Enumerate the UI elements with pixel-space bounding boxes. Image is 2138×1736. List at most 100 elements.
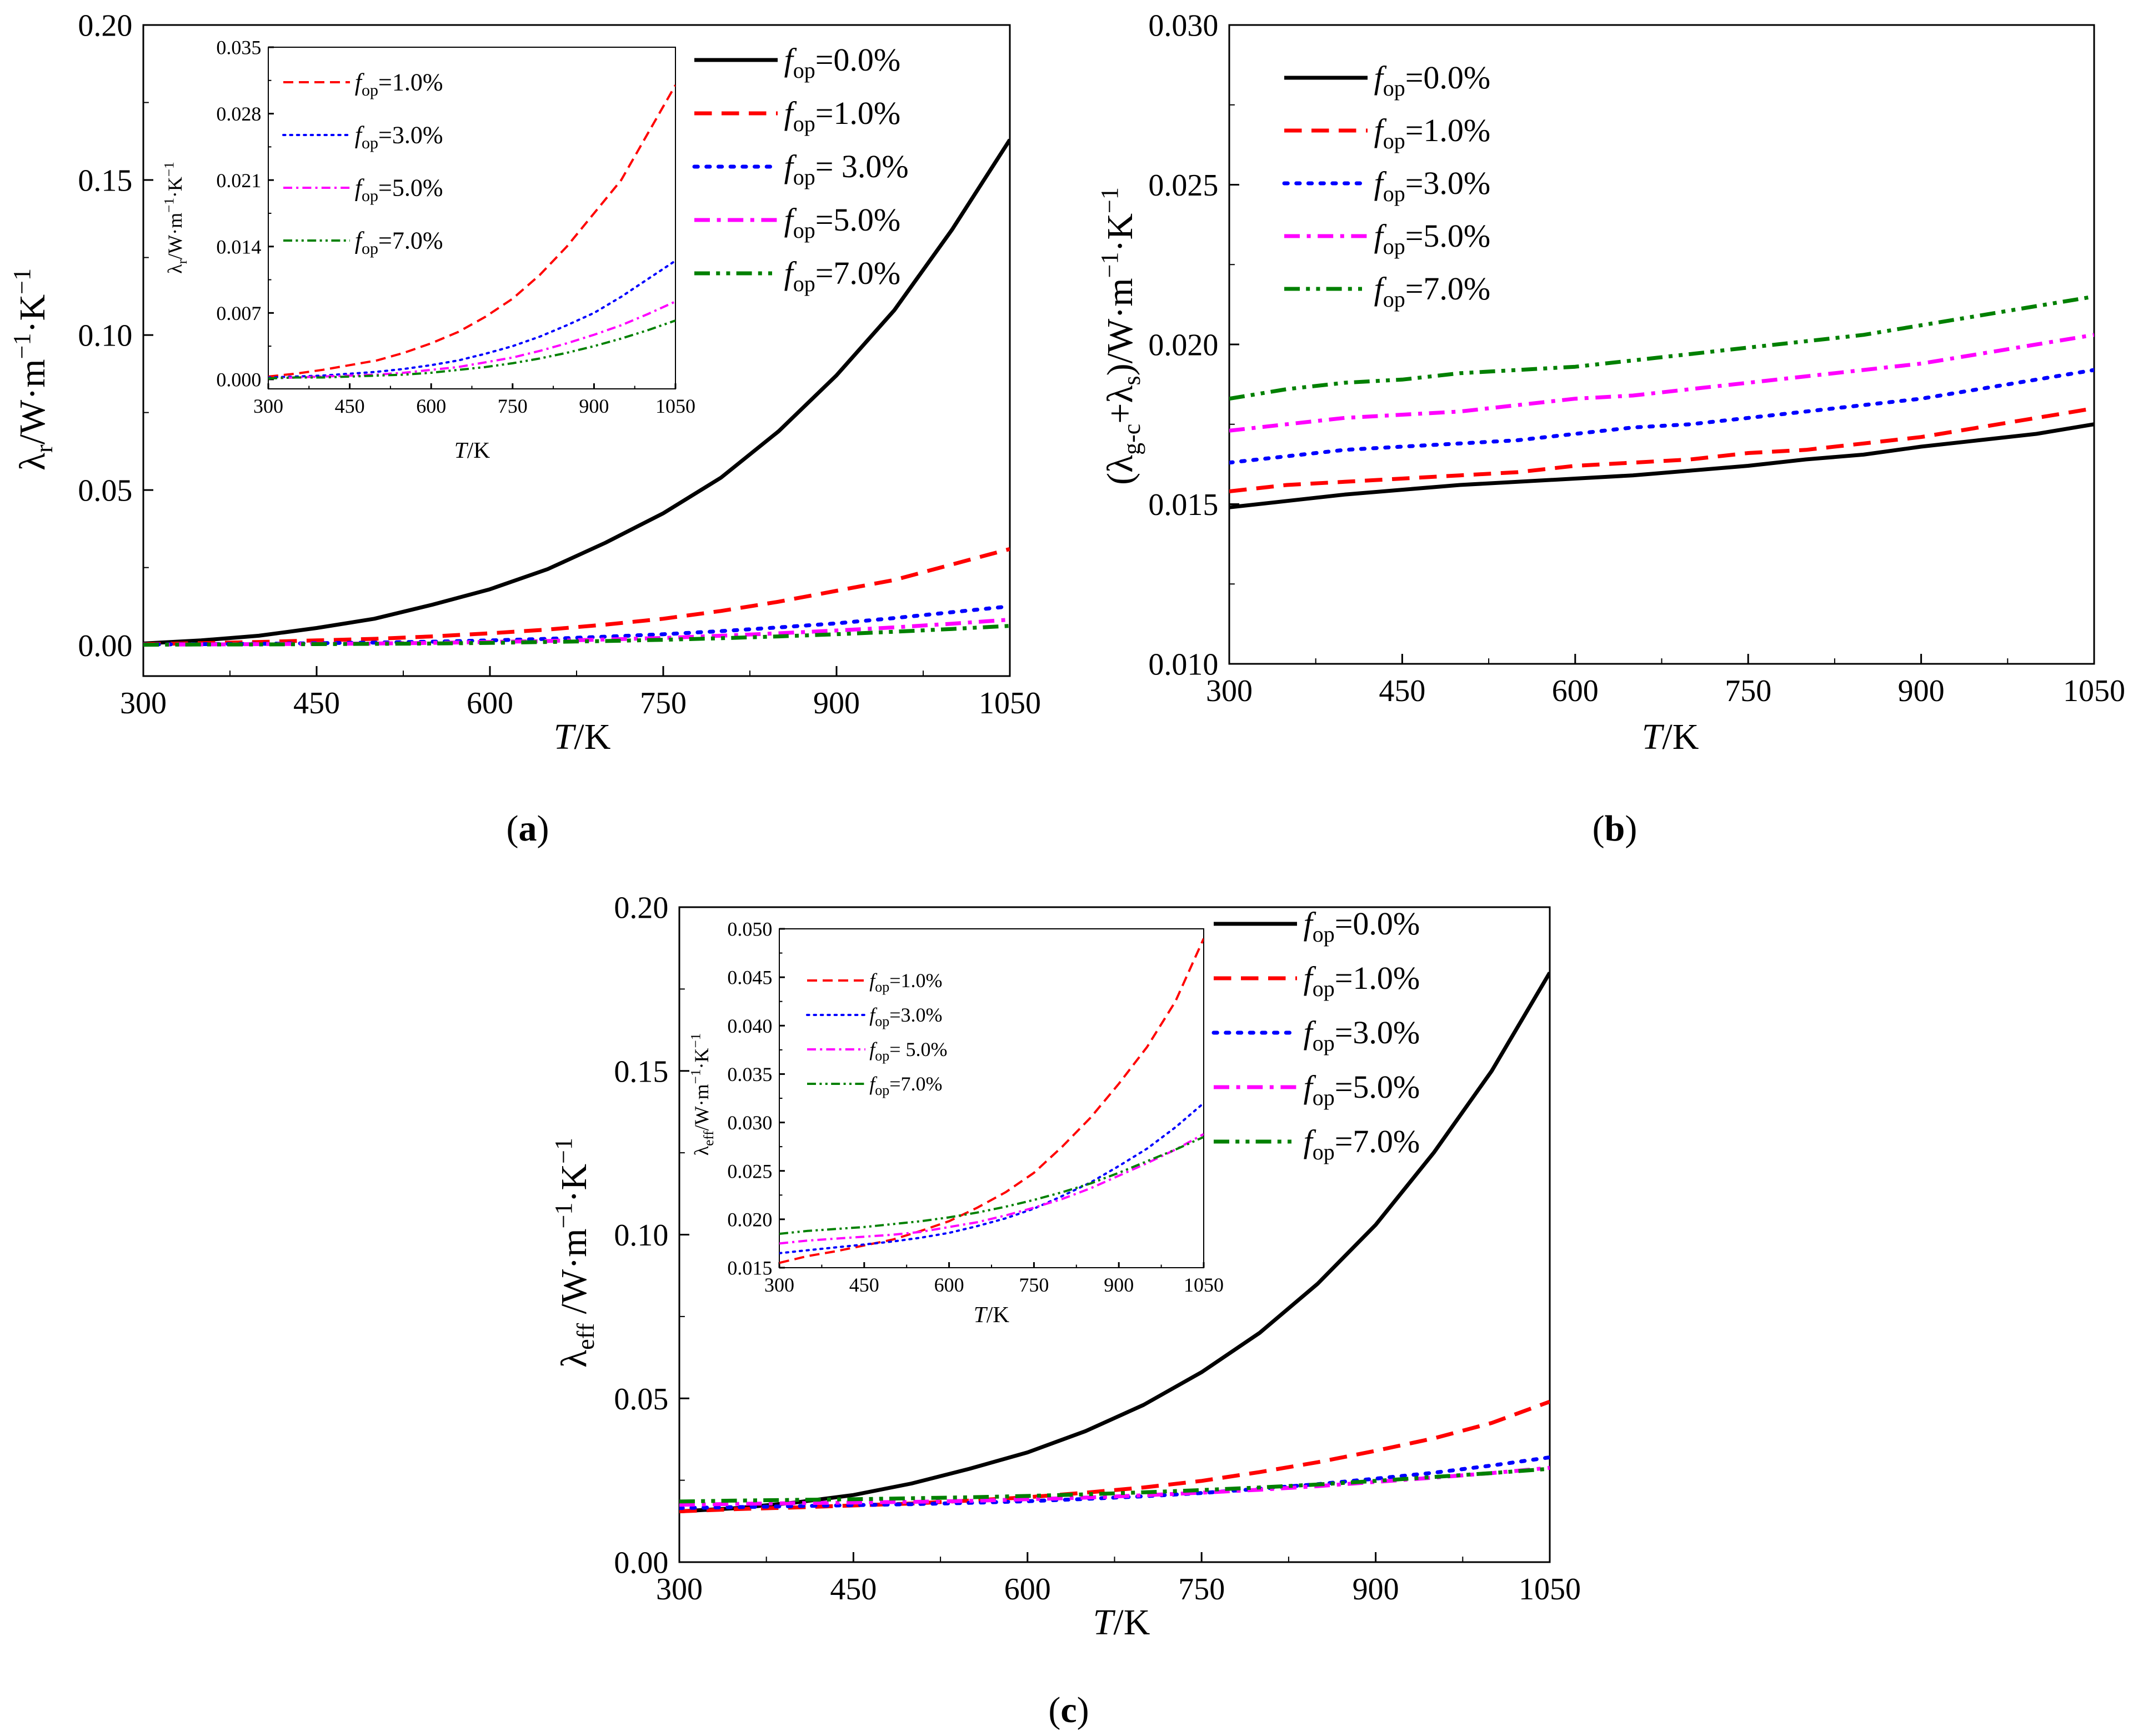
panel-c-xtick-label: 1050	[1519, 1572, 1581, 1607]
panel-c-legend-label-f0: fop=0.0%	[1304, 905, 1420, 947]
panel-c-chart: 300 450 600 750 900 1050 0.00 0.05 0.10 0.15 0.20 f…	[550, 891, 1581, 1730]
panel-a-xtick-label: 450	[293, 686, 340, 721]
panel-c-main-plot: 300 450 600 750 900 1050 0.00 0.05 0.10 0.15 0.20 f…	[614, 891, 1581, 1607]
panel-a-inset-plot: 300 450 600 750 900 1050 0.000 0.007 0.014 0.021 0…	[162, 37, 695, 463]
panel-a-inset-xtick-label: 900	[579, 395, 609, 417]
panel-b-legend-label-f0: fop=0.0%	[1374, 59, 1491, 101]
panel-c-inset-series-line-f7	[779, 1135, 1204, 1235]
panel-c-inset-series-group	[779, 938, 1204, 1264]
panel-a-legend-label-f7: fop=7.0%	[784, 255, 901, 296]
panel-b-xtick-label: 750	[1725, 674, 1771, 708]
panel-a-inset-ytick-label: 0.035	[216, 37, 261, 59]
panel-a-ytick-label: 0.00	[78, 629, 132, 663]
panel-c-legend-label-f7: fop=7.0%	[1304, 1123, 1420, 1164]
panel-c-ytick-label: 0.20	[614, 891, 668, 925]
panel-a-legend-label-f5: fop=5.0%	[784, 202, 901, 243]
panel-c-inset-xtick-label: 450	[849, 1274, 879, 1296]
panel-b-series-line-f0	[1229, 422, 2094, 509]
panel-b-xtick-label: 600	[1552, 674, 1599, 708]
panel-a-series-line-f3	[143, 604, 1010, 647]
panel-a-main-plot: 300 450 600 750 900 1050 0.00 0.05 0.10 0.15 0.20 f…	[78, 9, 1041, 721]
panel-b-frame	[1228, 24, 2095, 665]
panel-c-legend-label-f5: fop=5.0%	[1304, 1069, 1420, 1110]
panel-c-inset-legend-label-f1: fop=1.0%	[869, 969, 942, 995]
panel-b-xtick-label: 1050	[2063, 674, 2125, 708]
panel-b-label: (b)	[1593, 808, 1638, 849]
panel-c-inset-ytick-label: 0.025	[727, 1160, 772, 1182]
panel-c-series-line-f0	[679, 972, 1550, 1514]
panel-c-inset-ytick-label: 0.040	[727, 1015, 772, 1037]
panel-b-ytick-label: 0.025	[1148, 168, 1218, 203]
panel-a-inset-series-group	[268, 84, 675, 380]
panel-a-xtick-label: 600	[467, 686, 513, 721]
panel-c-xtick-label: 900	[1353, 1572, 1399, 1607]
panel-b-legend-label-f1: fop=1.0%	[1374, 112, 1491, 153]
panel-a-inset-background	[268, 47, 675, 389]
panel-a-xtick-label: 750	[640, 686, 687, 721]
panel-c-inset-legend-label-f7: fop=7.0%	[869, 1073, 942, 1098]
panel-a-xtick-label: 300	[120, 686, 167, 721]
panel-a-inset-xtick-label: 300	[253, 395, 283, 417]
panel-b-legend-label-f7: fop=7.0%	[1374, 271, 1491, 312]
panel-b-ytick-label: 0.020	[1148, 328, 1218, 363]
panel-c-inset-legend-label-f5: fop= 5.0%	[869, 1038, 947, 1064]
panel-a-ytick-label: 0.15	[78, 164, 132, 198]
panel-c-series-line-f7	[679, 1467, 1550, 1504]
panel-a-inset-xtick-label: 450	[335, 395, 365, 417]
panel-c-inset-plot: 300 450 600 750 900 1050 0.015 0.020 0.025 0.030 0…	[689, 918, 1224, 1327]
panel-c-inset-legend-label-f3: fop=3.0%	[869, 1004, 942, 1029]
panel-b-series-line-f3	[1229, 368, 2094, 465]
panel-a-inset-ylabel: λr/W·m−1·K−1	[162, 162, 190, 273]
panel-b-ytick-label: 0.010	[1148, 648, 1218, 682]
panel-c-inset-ylabel: λeff/W·m−1·K−1	[689, 1033, 717, 1156]
panel-c-inset-series-line-f1	[779, 938, 1204, 1264]
panel-a-label: (a)	[507, 808, 549, 849]
panel-a-series-line-f0	[143, 138, 1010, 646]
panel-a-xtick-label: 1050	[979, 686, 1041, 721]
panel-b-ylabel: (λg-c+λs)/W·m−1·K−1	[1096, 187, 1145, 485]
panel-a-inset-series-line-f1	[268, 84, 675, 378]
panel-a-xtick-label: 900	[813, 686, 860, 721]
panel-c-inset-xlabel: T/K	[974, 1302, 1010, 1327]
panel-b-chart: 300 450 600 750 900 1050 0.010 0.015 0.020 0.025 0…	[1096, 9, 2125, 849]
panel-a-legend-label-f1: fop=1.0%	[784, 95, 901, 136]
panel-a-ytick-label: 0.20	[78, 9, 132, 43]
panel-a-inset-ytick-label: 0.028	[216, 103, 261, 125]
panel-b-xtick-label: 900	[1898, 674, 1945, 708]
panel-c-xtick-label: 300	[656, 1572, 703, 1607]
panel-c-ylabel: λeff /W·m−1·K−1	[550, 1138, 599, 1368]
panel-c-label: (c)	[1048, 1690, 1089, 1730]
panel-a-inset-series-line-f5	[268, 300, 675, 380]
panel-a-ylabel: λr/W·m−1·K−1	[8, 268, 58, 471]
panel-a-ytick-label: 0.05	[78, 474, 132, 508]
panel-c-xlabel: T/K	[1093, 1602, 1150, 1643]
panel-a-ytick-label: 0.10	[78, 319, 132, 353]
panel-c-ytick-label: 0.10	[614, 1218, 668, 1253]
panel-c-xtick-label: 750	[1178, 1572, 1225, 1607]
panel-b-legend-label-f3: fop=3.0%	[1374, 165, 1491, 206]
panel-a-inset-legend-label-f1: fop=1.0%	[355, 69, 443, 100]
panel-a-series-group	[143, 138, 1010, 647]
panel-c-inset-ytick-label: 0.030	[727, 1112, 772, 1134]
panel-c-inset-ytick-label: 0.050	[727, 918, 772, 940]
panel-a-inset-xtick-label: 750	[498, 395, 528, 417]
panel-c-inset-series-line-f5	[779, 1133, 1204, 1245]
panel-a-inset-xlabel: T/K	[454, 437, 490, 463]
panel-a-legend-label-f0: fop=0.0%	[784, 42, 901, 83]
panel-c-inset-ytick-label: 0.035	[727, 1063, 772, 1085]
panel-c-legend-label-f3: fop=3.0%	[1304, 1014, 1420, 1055]
panel-c-ytick-label: 0.15	[614, 1054, 668, 1089]
panel-b-xlabel: T/K	[1642, 717, 1699, 757]
panel-a-inset-legend-label-f3: fop=3.0%	[355, 122, 443, 153]
panel-a-series-line-f5	[143, 617, 1010, 647]
panel-c-inset-ytick-label: 0.020	[727, 1208, 772, 1230]
panel-a-inset-series-line-f7	[268, 319, 675, 380]
panel-b-xtick-label: 450	[1379, 674, 1425, 708]
panel-a-inset-xtick-label: 1050	[655, 395, 695, 417]
panel-a-inset-series-line-f3	[268, 259, 675, 379]
panel-b-xtick-label: 300	[1206, 674, 1253, 708]
panel-b-series-line-f7	[1229, 294, 2094, 401]
panel-b-series-group	[1229, 294, 2094, 509]
